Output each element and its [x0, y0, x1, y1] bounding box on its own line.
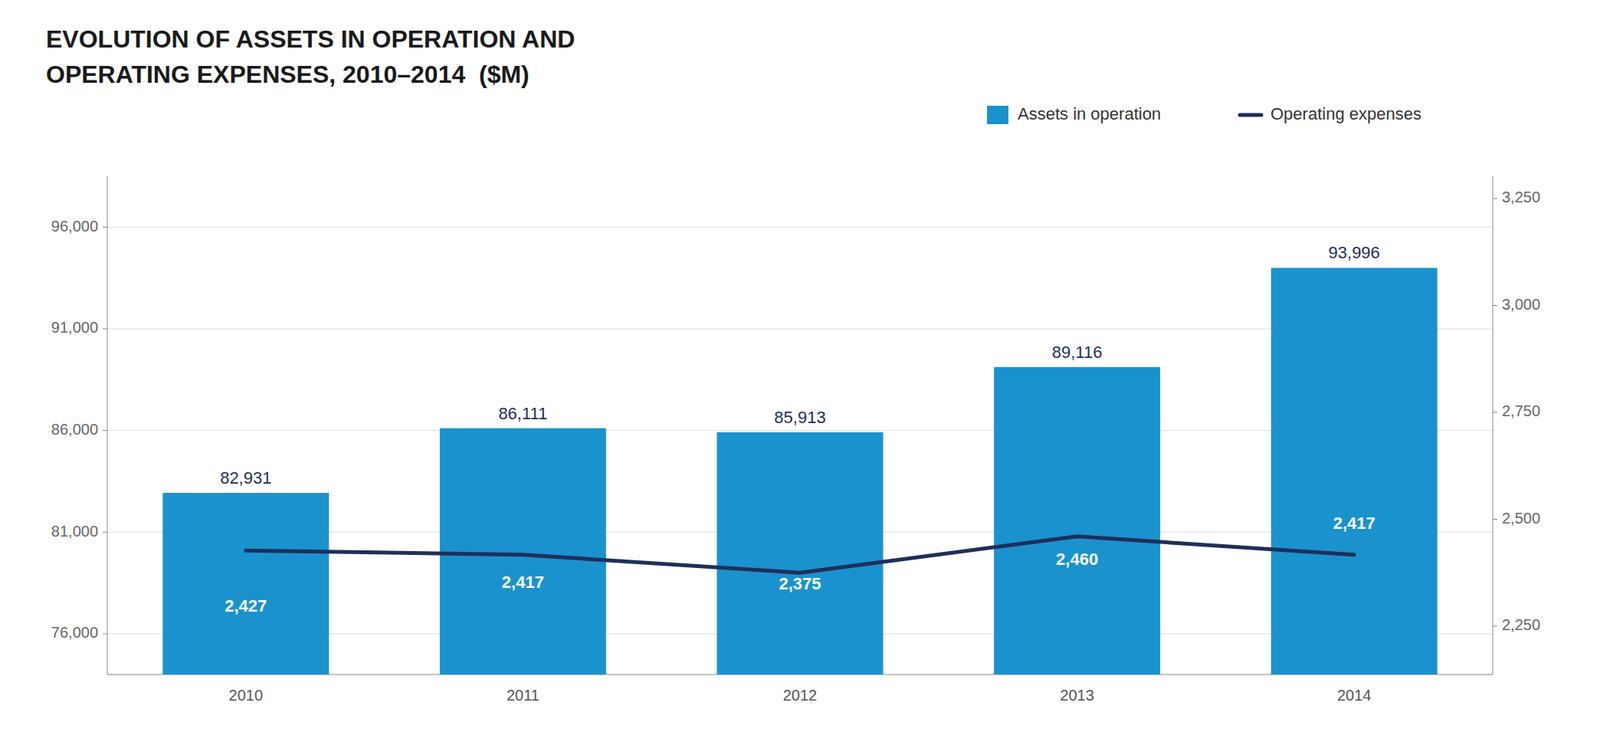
grid-line [107, 226, 1493, 228]
y2-tick [1492, 198, 1498, 200]
y2-tick-label: 3,250 [1501, 188, 1541, 206]
y-tick-label: 86,000 [51, 420, 99, 438]
bar [717, 432, 884, 675]
legend-swatch [1239, 113, 1262, 118]
x-tick-label: 2012 [783, 686, 818, 704]
bar-label: 85,913 [773, 407, 826, 427]
x-tick-label: 2011 [506, 686, 540, 704]
data-labels: 82,931 86,111 85,913 89,116 93,996 2,427 2,417… [219, 242, 1381, 616]
bar-label: 86,111 [498, 403, 548, 423]
bar-label: 89,116 [1052, 342, 1103, 362]
y2-tick-label: 3,000 [1501, 295, 1541, 313]
line-label: 2,417 [501, 572, 545, 592]
x-tick-label: 2010 [229, 686, 264, 704]
y-tick-label: 76,000 [51, 623, 99, 641]
subtitle: OPERATING EXPENSES, 2010–2014 ($M) [45, 60, 530, 89]
x-tick-label: 2013 [1059, 686, 1095, 704]
y-tick [102, 632, 108, 634]
y-axis-line [107, 176, 109, 675]
bar [993, 367, 1161, 675]
y-tick-label: 91,000 [51, 318, 99, 336]
line-label: 2,427 [224, 596, 267, 616]
legend: Assets in operation Operating expenses [986, 104, 1422, 125]
line-label: 2,460 [1055, 549, 1099, 569]
legend-label: Assets in operation [1017, 104, 1161, 124]
y2-tick [1492, 304, 1498, 306]
y2-tick [1492, 411, 1498, 413]
chart-container: EVOLUTION OF ASSETS IN OPERATION AND OPER… [0, 0, 1600, 755]
line-label: 2,417 [1333, 513, 1376, 533]
y2-tick-label: 2,250 [1501, 616, 1541, 633]
bar [162, 492, 329, 675]
bar-label: 93,996 [1328, 242, 1381, 263]
bar-label: 82,931 [219, 468, 272, 488]
line [245, 536, 1355, 573]
y2-tick-label: 2,750 [1501, 402, 1541, 420]
x-tick-label: 2014 [1337, 686, 1372, 704]
y2-axis-line [1492, 176, 1494, 675]
y-tick [102, 429, 108, 431]
y-tick-label: 81,000 [51, 522, 99, 540]
title: EVOLUTION OF ASSETS IN OPERATION AND [45, 25, 575, 53]
y-tick [102, 226, 108, 228]
y2-tick [1492, 625, 1498, 627]
bar [1271, 267, 1438, 675]
y2-tick [1492, 518, 1498, 520]
y-tick-label: 96,000 [51, 217, 99, 235]
chart-svg: EVOLUTION OF ASSETS IN OPERATION AND OPER… [0, 0, 1600, 755]
legend-swatch [986, 105, 1009, 125]
y-tick [102, 327, 108, 329]
legend-label: Operating expenses [1270, 104, 1422, 124]
marks [162, 267, 1437, 675]
bar [439, 428, 607, 675]
line-label: 2,375 [778, 573, 821, 594]
y-tick [102, 531, 108, 533]
y2-tick-label: 2,500 [1501, 509, 1541, 527]
